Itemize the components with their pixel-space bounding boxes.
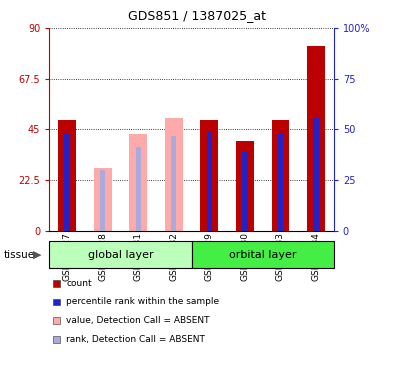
Bar — [192, 241, 334, 268]
Text: rank, Detection Call = ABSENT: rank, Detection Call = ABSENT — [66, 335, 205, 344]
Bar — [207, 132, 212, 231]
Text: global layer: global layer — [88, 250, 153, 259]
Text: percentile rank within the sample: percentile rank within the sample — [66, 297, 220, 306]
Text: value, Detection Call = ABSENT: value, Detection Call = ABSENT — [66, 316, 210, 325]
Bar — [278, 134, 283, 231]
Bar — [171, 136, 177, 231]
Bar — [130, 134, 147, 231]
Bar — [313, 118, 319, 231]
Bar — [242, 152, 248, 231]
Bar — [94, 168, 112, 231]
Bar — [64, 134, 70, 231]
Text: GDS851 / 1387025_at: GDS851 / 1387025_at — [128, 9, 267, 22]
Bar — [100, 170, 105, 231]
Bar — [201, 120, 218, 231]
Text: count: count — [66, 279, 92, 288]
Bar — [165, 118, 182, 231]
Bar — [135, 147, 141, 231]
Text: tissue: tissue — [4, 250, 35, 259]
Text: ▶: ▶ — [32, 250, 41, 259]
Bar — [307, 46, 325, 231]
Bar — [272, 120, 289, 231]
Bar — [58, 120, 76, 231]
Bar — [49, 241, 192, 268]
Bar — [236, 141, 254, 231]
Text: orbital layer: orbital layer — [229, 250, 296, 259]
